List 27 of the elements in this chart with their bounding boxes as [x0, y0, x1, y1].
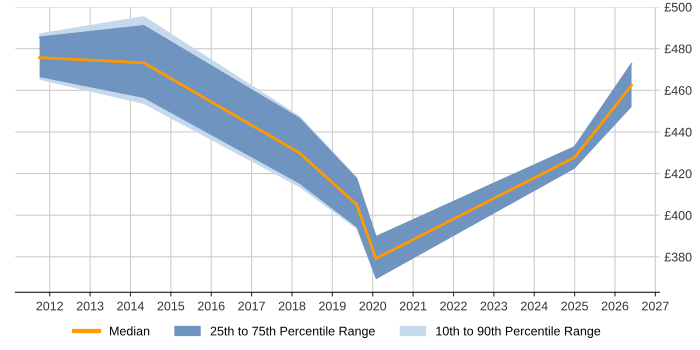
x-tick-label: 2016 [198, 302, 225, 310]
x-tick-label: 2019 [319, 302, 346, 310]
y-tick-label: £480 [664, 44, 692, 54]
x-tick-label: 2023 [480, 302, 508, 310]
x-tick-label: 2020 [359, 302, 386, 310]
y-tick-label: £380 [664, 252, 692, 262]
legend-label: Median [110, 326, 150, 336]
y-tick-label: £500 [664, 2, 692, 12]
y-tick-label: £400 [664, 211, 692, 220]
x-tick-label: 2015 [158, 302, 184, 310]
legend-label: 10th to 90th Percentile Range [436, 326, 600, 338]
y-tick-label: £460 [664, 86, 692, 95]
x-tick-label: 2026 [602, 302, 628, 310]
x-tick-label: 2027 [642, 302, 669, 310]
line-series [38, 56, 633, 260]
y-tick-label: £420 [664, 169, 692, 178]
x-tick-label: 2025 [561, 302, 588, 310]
x-tick-label: 2012 [36, 302, 63, 310]
x-tick-label: 2018 [278, 302, 306, 310]
x-tick-label: 2017 [238, 302, 265, 310]
x-tick-label: 2024 [520, 302, 548, 310]
x-tick-label: 2022 [440, 302, 467, 310]
legend-label: 25th to 75th Percentile Range [210, 326, 375, 338]
y-tick-label: £440 [664, 128, 692, 137]
x-tick-label: 2021 [400, 302, 426, 310]
x-tick-label: 2014 [117, 302, 144, 310]
x-tick-label: 2013 [76, 302, 104, 310]
